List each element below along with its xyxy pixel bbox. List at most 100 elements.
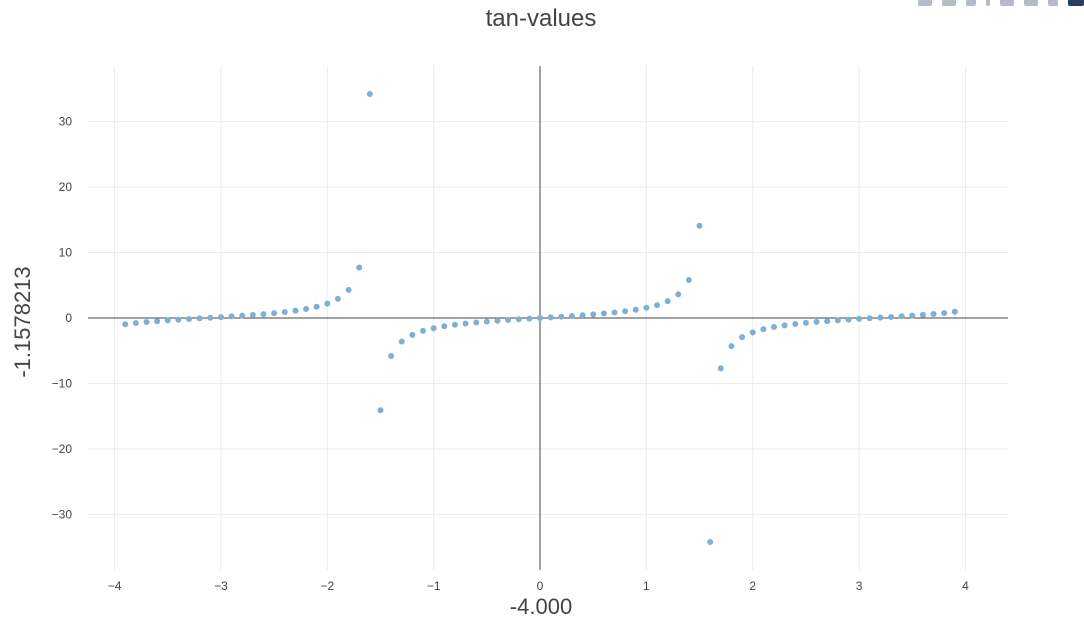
data-point[interactable] xyxy=(877,314,884,321)
data-point[interactable] xyxy=(526,315,533,322)
data-point[interactable] xyxy=(398,338,405,345)
data-point[interactable] xyxy=(547,314,554,321)
data-point[interactable] xyxy=(898,313,905,320)
data-point[interactable] xyxy=(600,310,607,317)
data-point[interactable] xyxy=(292,307,299,314)
data-point[interactable] xyxy=(707,539,714,546)
y-tick-label: 20 xyxy=(59,180,73,194)
data-point[interactable] xyxy=(494,317,501,324)
data-point[interactable] xyxy=(590,311,597,318)
x-tick-label: 0 xyxy=(537,579,544,593)
data-point[interactable] xyxy=(643,304,650,311)
data-point[interactable] xyxy=(228,313,235,320)
data-point[interactable] xyxy=(909,312,916,319)
x-tick-label: −1 xyxy=(427,579,441,593)
data-point[interactable] xyxy=(515,316,522,323)
data-point[interactable] xyxy=(845,316,852,323)
data-point[interactable] xyxy=(685,277,692,284)
camera-icon[interactable] xyxy=(918,0,932,6)
x-tick-label: 2 xyxy=(749,579,756,593)
data-point[interactable] xyxy=(217,314,224,321)
chart-title: tan-values xyxy=(486,5,597,32)
data-point[interactable] xyxy=(813,318,820,325)
data-point[interactable] xyxy=(611,309,618,316)
data-point[interactable] xyxy=(451,321,458,328)
data-point[interactable] xyxy=(334,295,341,302)
x-tick-label: 4 xyxy=(962,579,969,593)
data-point[interactable] xyxy=(505,317,512,324)
x-axis-label: -4.000 xyxy=(510,594,572,619)
x-tick-label: −4 xyxy=(108,579,122,593)
data-points xyxy=(122,90,958,546)
data-point[interactable] xyxy=(356,264,363,271)
data-point[interactable] xyxy=(249,311,256,318)
data-point[interactable] xyxy=(866,315,873,322)
data-point[interactable] xyxy=(919,311,926,318)
data-point[interactable] xyxy=(632,306,639,313)
data-point[interactable] xyxy=(175,316,182,323)
data-point[interactable] xyxy=(728,343,735,350)
data-point[interactable] xyxy=(132,320,139,327)
data-point[interactable] xyxy=(654,302,661,309)
data-point[interactable] xyxy=(749,329,756,336)
data-point[interactable] xyxy=(558,313,565,320)
plotly-logo-icon[interactable] xyxy=(1068,0,1084,6)
data-point[interactable] xyxy=(771,323,778,330)
data-point[interactable] xyxy=(281,308,288,315)
data-point[interactable] xyxy=(792,321,799,328)
data-point[interactable] xyxy=(930,310,937,317)
zoom-out-icon[interactable] xyxy=(1024,0,1038,6)
select-icon[interactable] xyxy=(986,0,990,6)
data-point[interactable] xyxy=(824,318,831,325)
autoscale-icon[interactable] xyxy=(1048,0,1058,6)
data-point[interactable] xyxy=(781,322,788,329)
data-point[interactable] xyxy=(717,365,724,372)
data-point[interactable] xyxy=(664,298,671,305)
data-point[interactable] xyxy=(696,222,703,229)
data-point[interactable] xyxy=(324,300,331,307)
data-point[interactable] xyxy=(207,314,214,321)
data-point[interactable] xyxy=(409,331,416,338)
data-point[interactable] xyxy=(143,319,150,326)
data-point[interactable] xyxy=(888,313,895,320)
data-point[interactable] xyxy=(802,319,809,326)
data-point[interactable] xyxy=(186,316,193,323)
data-point[interactable] xyxy=(675,291,682,298)
data-point[interactable] xyxy=(313,303,320,310)
data-point[interactable] xyxy=(366,90,373,97)
data-point[interactable] xyxy=(303,306,310,313)
data-point[interactable] xyxy=(951,308,958,315)
data-point[interactable] xyxy=(739,334,746,341)
data-point[interactable] xyxy=(856,315,863,322)
data-point[interactable] xyxy=(941,309,948,316)
data-point[interactable] xyxy=(420,327,427,334)
y-tick-label: 30 xyxy=(59,115,73,129)
data-point[interactable] xyxy=(239,312,246,319)
y-tick-label: −10 xyxy=(52,376,73,390)
data-point[interactable] xyxy=(430,325,437,332)
data-point[interactable] xyxy=(388,352,395,359)
data-point[interactable] xyxy=(760,326,767,333)
data-point[interactable] xyxy=(483,318,490,325)
data-point[interactable] xyxy=(579,312,586,319)
data-point[interactable] xyxy=(271,310,278,317)
data-point[interactable] xyxy=(196,315,203,322)
data-point[interactable] xyxy=(441,323,448,330)
x-axis-ticks: −4 −3 −2 −1 0 1 2 3 4 xyxy=(108,579,969,593)
data-point[interactable] xyxy=(473,319,480,326)
pan-icon[interactable] xyxy=(966,0,976,6)
data-point[interactable] xyxy=(164,317,171,324)
data-point[interactable] xyxy=(834,317,841,324)
data-point[interactable] xyxy=(537,315,544,321)
data-point[interactable] xyxy=(260,311,267,318)
data-point[interactable] xyxy=(568,312,575,319)
zoom-in-icon[interactable] xyxy=(1000,0,1014,6)
data-point[interactable] xyxy=(122,321,129,328)
zoom-icon[interactable] xyxy=(942,0,956,6)
data-point[interactable] xyxy=(377,407,384,414)
data-point[interactable] xyxy=(622,308,629,315)
data-point[interactable] xyxy=(345,286,352,293)
data-point[interactable] xyxy=(462,320,469,327)
data-point[interactable] xyxy=(154,318,161,325)
